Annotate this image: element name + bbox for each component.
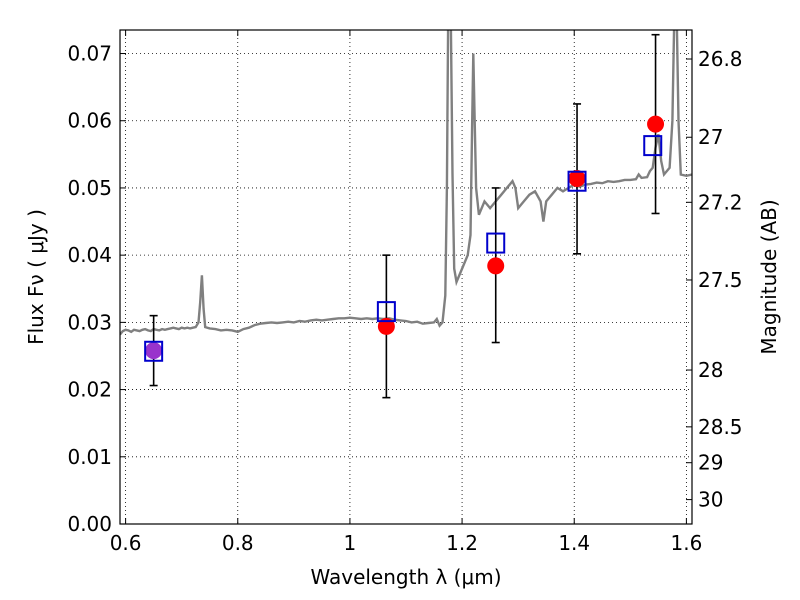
observed-point [487,257,505,275]
magnitude-tick-label: 28 [698,358,723,382]
observed-point [145,342,163,360]
y-tick-label: 0.01 [67,445,112,469]
y-tick-label: 0.05 [67,176,112,200]
error-bars [149,33,660,399]
y-tick-label: 0.00 [67,512,112,536]
x-tick-label: 0.8 [222,531,254,555]
x-tick-label: 1.4 [558,531,590,555]
model-point [486,232,506,254]
magnitude-tick-label: 27.5 [698,268,743,292]
observed-point [647,115,665,133]
model-point [144,340,164,362]
x-axis-title: Wavelength λ (μm) [310,565,501,589]
plot-area [120,30,692,336]
observed-point [568,170,586,188]
magnitude-tick-label: 30 [698,488,723,512]
photometry-markers [144,115,665,362]
y-tick-label: 0.04 [67,243,112,267]
x-tick-label: 1.2 [446,531,478,555]
magnitude-tick-label: 26.8 [698,47,743,71]
magnitude-tick-label: 27 [698,125,723,149]
model-point [643,135,663,157]
x-tick-label: 1.6 [670,531,702,555]
y-axis-ticks: 0.00 0.01 0.02 0.03 0.04 0.05 0.06 0.07 [67,42,126,536]
model-point [567,170,587,192]
plot-frame [119,29,693,525]
y-tick-label: 0.02 [67,378,112,402]
y-tick-label: 0.03 [67,310,112,334]
observed-point [377,317,395,335]
model-point [376,301,396,323]
magnitude-tick-label: 28.5 [698,415,743,439]
x-tick-label: 1 [344,531,357,555]
grid [120,30,692,524]
x-tick-label: 0.6 [110,531,142,555]
y-axis-title: Flux Fν ( μJy ) [24,209,48,345]
x-axis-ticks: 0.6 0.8 1 1.2 1.4 1.6 [110,30,702,555]
y-tick-label: 0.06 [67,109,112,133]
y-tick-label: 0.07 [67,42,112,66]
spectrum-line [120,30,692,336]
magnitude-tick-label: 29 [698,451,723,475]
magnitude-axis-title: Magnitude (AB) [757,199,781,354]
magnitude-tick-label: 27.2 [698,190,743,214]
magnitude-axis-ticks: 26.8 27 27.2 27.5 28 28.5 29 30 [686,47,743,512]
